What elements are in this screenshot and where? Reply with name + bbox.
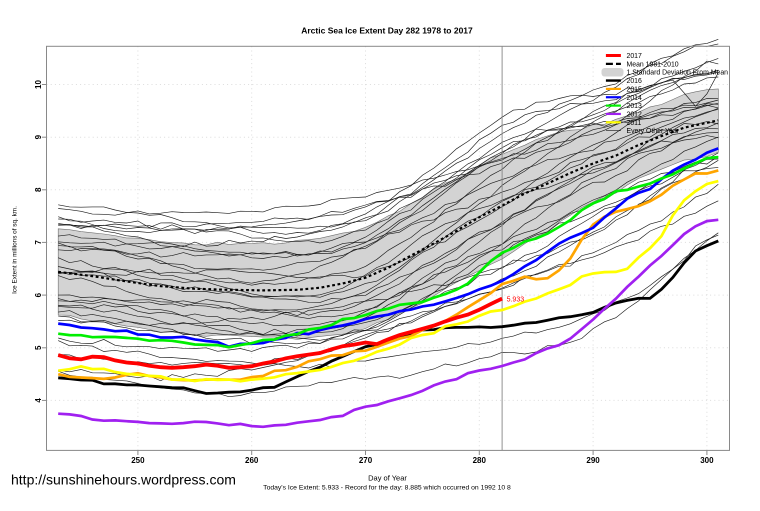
svg-text:Every Other Year: Every Other Year: [627, 128, 680, 135]
svg-text:260: 260: [245, 456, 259, 465]
svg-text:Arctic Sea Ice Extent Day 282: Arctic Sea Ice Extent Day 282 1978 to 20…: [301, 26, 473, 36]
svg-text:270: 270: [359, 456, 373, 465]
svg-text:2011: 2011: [627, 120, 642, 127]
svg-text:2013: 2013: [627, 103, 642, 110]
svg-text:Mean 1981-2010: Mean 1981-2010: [627, 61, 679, 68]
svg-text:250: 250: [131, 456, 145, 465]
svg-text:2017: 2017: [627, 53, 642, 60]
svg-text:4: 4: [34, 398, 43, 403]
svg-text:2015: 2015: [627, 86, 642, 93]
svg-text:10: 10: [34, 80, 43, 89]
svg-text:5: 5: [34, 345, 43, 350]
svg-text:300: 300: [700, 456, 714, 465]
svg-text:6: 6: [34, 292, 43, 297]
svg-text:Today's Ice Extent: 5.933 - R: Today's Ice Extent: 5.933 - Record for t…: [263, 485, 511, 492]
svg-text:280: 280: [473, 456, 487, 465]
svg-text:8: 8: [34, 187, 43, 192]
svg-text:2012: 2012: [627, 111, 642, 118]
svg-text:290: 290: [586, 456, 600, 465]
svg-text:http://sunshinehours.wordpress: http://sunshinehours.wordpress.com: [11, 472, 236, 488]
svg-text:Day of Year: Day of Year: [368, 474, 407, 483]
svg-text:2016: 2016: [627, 78, 642, 85]
svg-text:1 Standard Deviation From Mean: 1 Standard Deviation From Mean: [627, 70, 729, 77]
svg-text:7: 7: [34, 240, 43, 245]
svg-text:9: 9: [34, 134, 43, 139]
svg-text:2014: 2014: [627, 95, 642, 102]
svg-text:Ice Extent in millions of sq.: Ice Extent in millions of sq. km.: [12, 206, 19, 294]
svg-text:5.933: 5.933: [507, 297, 525, 304]
